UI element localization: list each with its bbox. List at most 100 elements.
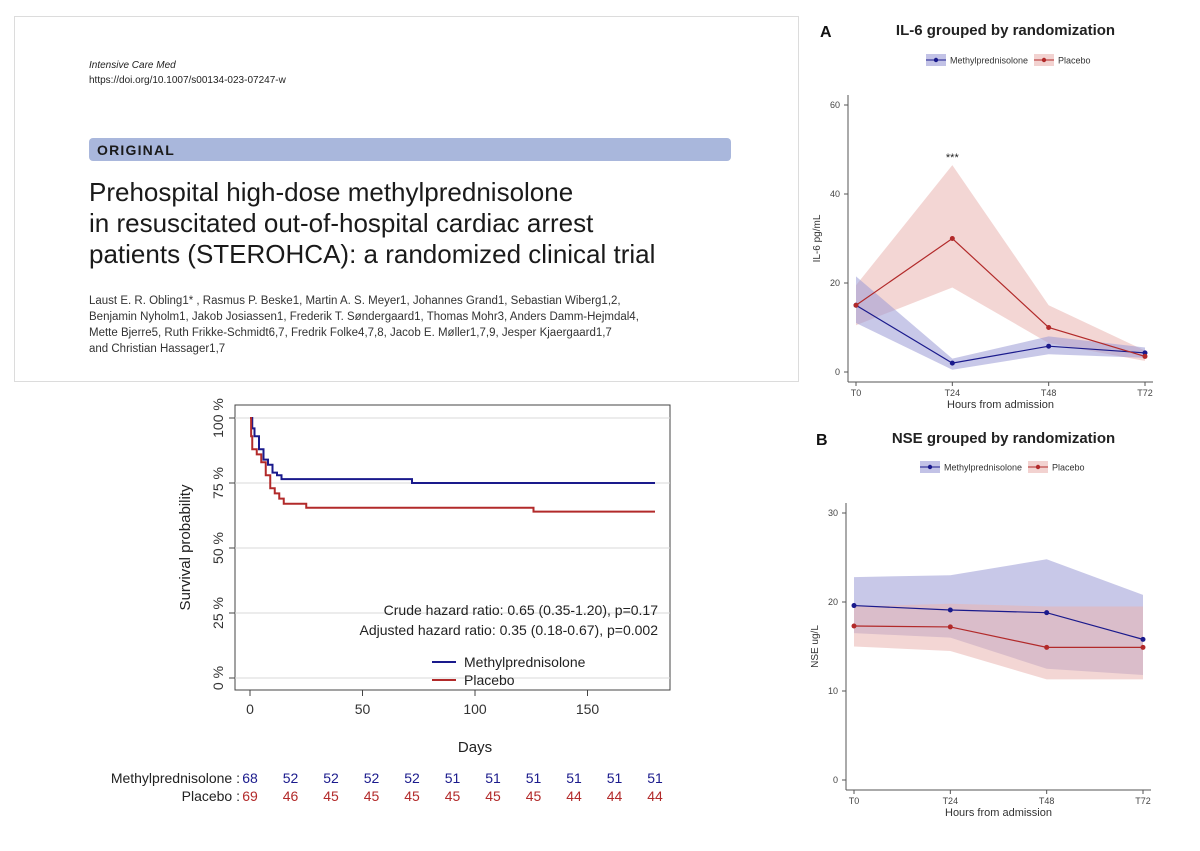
ci-band: [856, 165, 1145, 361]
doi-link[interactable]: https://doi.org/10.1007/s00134-023-07247…: [89, 75, 286, 86]
legend-key-dot: [933, 57, 939, 63]
series-line: [853, 625, 1143, 648]
legend-label: Placebo: [1052, 463, 1085, 473]
author-list: Laust E. R. Obling1* , Rasmus P. Beske1,…: [89, 293, 789, 357]
risk-cell: 51: [485, 770, 501, 786]
risk-cell: 44: [566, 788, 582, 804]
km-y-tick-label: 100 %: [210, 398, 226, 438]
data-point: [949, 236, 955, 241]
data-point: [1046, 325, 1052, 330]
x-tick-label: T48: [1039, 796, 1055, 806]
author-line: and Christian Hassager1,7: [89, 343, 226, 355]
km-annotation-adjusted: Adjusted hazard ratio: 0.35 (0.18-0.67),…: [360, 622, 659, 638]
risk-cell: 68: [242, 770, 258, 786]
risk-cell: 51: [647, 770, 663, 786]
panel-letter: B: [816, 432, 828, 449]
risk-row-label: Methylprednisolone :: [110, 770, 240, 786]
paper-title: Prehospital high-dose methylprednisolone…: [89, 177, 789, 270]
title-line: in resuscitated out-of-hospital cardiac …: [89, 208, 594, 238]
data-point: [1044, 610, 1050, 616]
risk-cell: 45: [444, 788, 461, 804]
km-x-axis-label: Days: [458, 739, 492, 756]
risk-table: Methylprednisolone : Placebo :68 52 52 52 52 5…: [111, 770, 710, 820]
x-tick-label: T0: [849, 796, 860, 806]
x-tick-label: T24: [945, 388, 961, 398]
km-chart: 0 % 25 % 50 % 75 % 100 % 0 50 100 150 Survival pr…: [177, 398, 671, 756]
km-x-tick-label: 50: [355, 701, 371, 717]
risk-cell: 46: [282, 788, 299, 804]
x-axis-label: Hours from admission: [947, 399, 1054, 411]
section-label: ORIGINAL: [97, 142, 176, 158]
km-legend-label: Methylprednisolone: [464, 654, 586, 670]
risk-cell: 45: [485, 788, 501, 804]
legend-label: Methylprednisolone: [944, 463, 1022, 473]
risk-cell: 52: [363, 770, 380, 786]
x-tick-label: T24: [943, 796, 959, 806]
y-tick-label: 30: [828, 508, 838, 518]
risk-cell: 51: [525, 770, 542, 786]
journal-name: Intensive Care Med: [89, 60, 176, 71]
significance-annotation: ***: [946, 152, 960, 164]
nse-chart: B NSE grouped by randomization Methylpredn…: [810, 430, 1151, 819]
km-x-tick-label: 100: [463, 701, 487, 717]
il6-chart: A IL-6 grouped by randomization Methylpred…: [812, 22, 1153, 411]
y-tick-label: 0: [835, 367, 840, 377]
risk-cell: 51: [566, 770, 582, 786]
series-line: [855, 304, 1146, 364]
data-point: [853, 302, 859, 308]
legend-label: Methylprednisolone: [950, 56, 1028, 66]
km-y-axis-label: Survival probability: [177, 484, 194, 610]
risk-cell: 44: [647, 788, 663, 804]
legend-label: Placebo: [1058, 56, 1091, 66]
x-tick-label: T48: [1041, 388, 1057, 398]
title-line: patients (STEROHCA): a randomized clinic…: [89, 239, 656, 269]
y-axis-label: NSE ug/L: [810, 625, 821, 668]
data-point: [1140, 644, 1146, 650]
km-survival-panel: 0 % 25 % 50 % 75 % 100 % 0 50 100 150 Survival pr…: [111, 385, 710, 825]
data-point: [1142, 353, 1148, 359]
title-line: Prehospital high-dose methylprednisolone: [89, 177, 574, 207]
risk-cell: 45: [363, 788, 380, 804]
km-line-methylprednisolone: [250, 417, 655, 484]
risk-row-label: Placebo :: [181, 788, 240, 804]
data-point: [1046, 343, 1052, 349]
data-point: [851, 603, 857, 609]
author-line: Mette Bjerre5, Ruth Frikke-Schmidt6,7, F…: [89, 327, 612, 339]
il6-panel: A IL-6 grouped by randomization Methylpred…: [808, 15, 1200, 415]
legend-key-dot: [927, 464, 933, 470]
panel-title: IL-6 grouped by randomization: [896, 22, 1115, 39]
risk-cell: 51: [444, 770, 461, 786]
risk-cell: 45: [525, 788, 542, 804]
km-y-tick-label: 50 %: [210, 532, 226, 564]
y-tick-label: 60: [830, 100, 840, 110]
data-point: [851, 623, 857, 629]
nse-panel: B NSE grouped by randomization Methylpredn…: [808, 425, 1200, 825]
data-point: [949, 360, 955, 366]
risk-cell: 52: [282, 770, 299, 786]
risk-cell: 44: [606, 788, 623, 804]
y-tick-label: 40: [830, 189, 840, 199]
km-annotation-crude: Crude hazard ratio: 0.65 (0.35-1.20), p=…: [384, 602, 659, 618]
panel-title: NSE grouped by randomization: [892, 430, 1115, 447]
risk-cell: 52: [323, 770, 339, 786]
km-y-tick-label: 25 %: [210, 597, 226, 629]
km-line-placebo: [250, 417, 655, 513]
y-tick-label: 10: [828, 686, 838, 696]
risk-cell: 52: [404, 770, 420, 786]
data-point: [1140, 636, 1146, 642]
ci-band: [856, 276, 1145, 370]
series-line: [855, 237, 1146, 357]
data-point: [1142, 350, 1148, 356]
y-axis-label: IL-6 pg/mL: [812, 214, 823, 262]
section-banner: ORIGINAL: [89, 138, 731, 161]
series-line: [853, 604, 1144, 640]
km-x-tick-label: 150: [576, 701, 600, 717]
data-point: [947, 607, 953, 613]
ci-band: [854, 603, 1143, 680]
risk-cell: 69: [242, 788, 258, 804]
x-axis-label: Hours from admission: [945, 807, 1052, 819]
km-y-tick-label: 0 %: [210, 666, 226, 690]
km-x-tick-label: 0: [246, 701, 254, 717]
paper-header-card: Intensive Care Med https://doi.org/10.10…: [14, 16, 799, 382]
x-tick-label: T72: [1137, 388, 1153, 398]
